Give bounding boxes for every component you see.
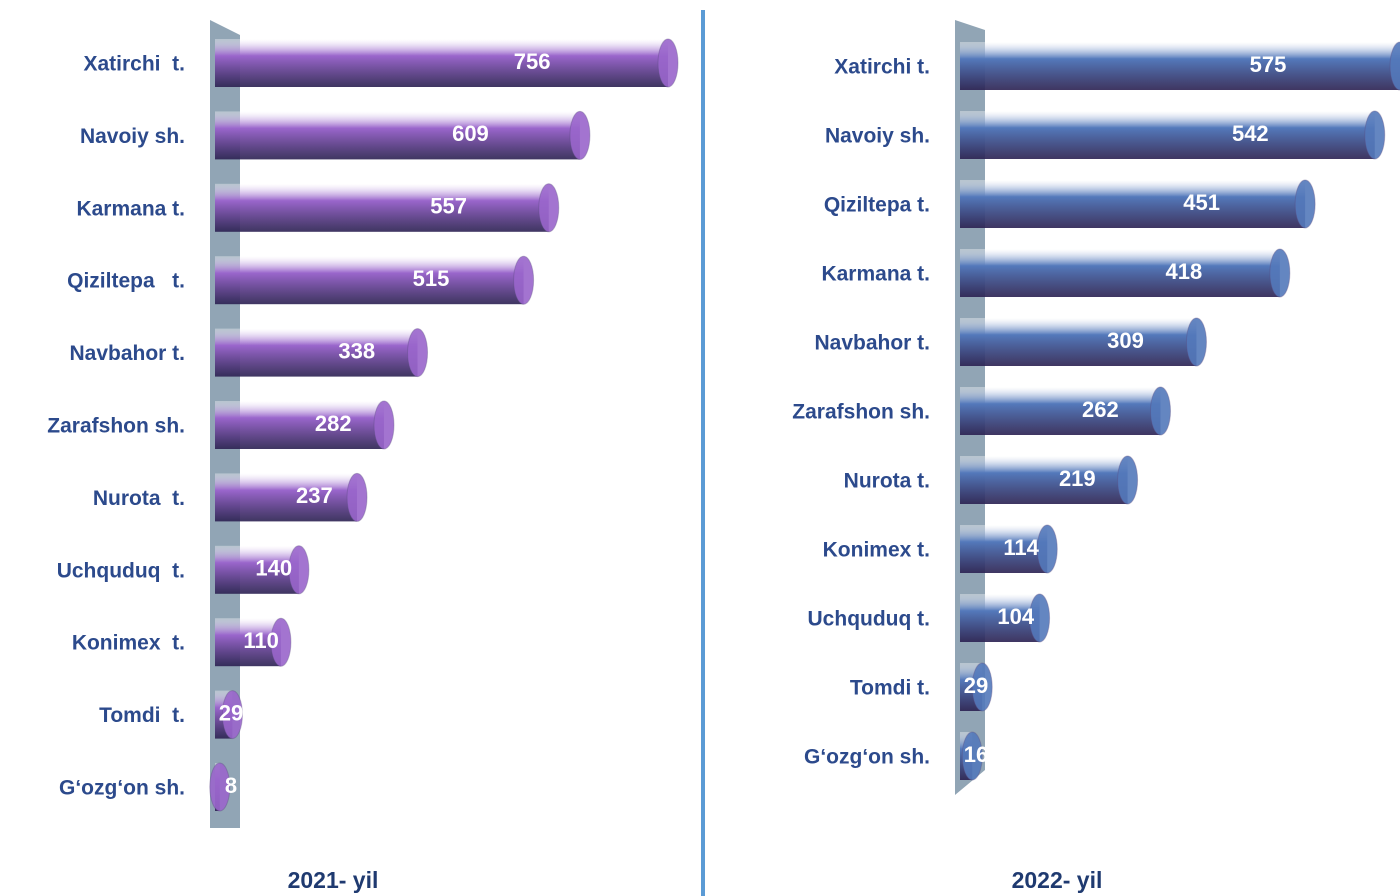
- category-label: Zarafshon sh.: [47, 415, 185, 438]
- value-label: 609: [452, 121, 489, 146]
- category-label: Nurota t.: [93, 487, 185, 510]
- bar-cap: [270, 617, 292, 667]
- value-label: 110: [243, 628, 279, 653]
- category-label: Zarafshon sh.: [792, 401, 930, 424]
- bar-cap: [1029, 593, 1051, 643]
- bar-cap: [1185, 317, 1207, 367]
- category-label: Uchquduq t.: [808, 608, 930, 631]
- category-label: Karmana t.: [76, 197, 185, 220]
- category-label: Xatirchi t.: [83, 53, 185, 76]
- value-label: 262: [1082, 397, 1119, 422]
- value-label: 542: [1232, 121, 1269, 146]
- bar-cap: [961, 731, 983, 781]
- bar-cap: [1149, 386, 1171, 436]
- bar: [960, 249, 1280, 297]
- category-label: Karmana t.: [821, 263, 930, 286]
- bar-cap: [1269, 248, 1291, 298]
- bar-cap: [346, 472, 368, 522]
- bar: [960, 111, 1375, 159]
- bar-cap: [971, 662, 993, 712]
- chart-title: 2022- yil: [1012, 867, 1103, 893]
- category-label: G‘ozg‘on sh.: [804, 746, 930, 769]
- bar-cap: [513, 255, 535, 305]
- value-label: 237: [296, 483, 333, 508]
- bar: [960, 180, 1306, 228]
- value-label: 104: [997, 604, 1034, 629]
- bar-cap: [1294, 179, 1316, 229]
- value-label: 309: [1107, 328, 1144, 353]
- bar: [215, 183, 549, 232]
- category-label: Konimex t.: [72, 632, 185, 655]
- category-label: Tomdi t.: [850, 677, 930, 700]
- bar: [960, 387, 1161, 435]
- bar: [215, 328, 418, 377]
- bar: [215, 473, 358, 522]
- bar: [215, 618, 281, 667]
- bar-cap: [221, 690, 243, 740]
- bar: [215, 39, 668, 87]
- value-label: 756: [514, 49, 551, 74]
- value-label: 418: [1166, 259, 1203, 284]
- value-label: 8: [225, 773, 237, 798]
- bar: [215, 545, 299, 594]
- bar: [960, 42, 1400, 90]
- bar-cap: [209, 762, 231, 812]
- value-label: 451: [1183, 190, 1220, 215]
- bar-cap: [1117, 455, 1139, 505]
- value-label: 557: [430, 194, 467, 219]
- category-label: Qiziltepa t.: [67, 270, 185, 293]
- value-label: 338: [338, 338, 375, 363]
- bar: [960, 318, 1197, 366]
- value-label: 515: [413, 266, 450, 291]
- category-label: Navoiy sh.: [80, 125, 185, 148]
- chart-title: 2021- yil: [288, 867, 379, 893]
- bar-cap: [373, 400, 395, 450]
- category-label: Qiziltepa t.: [824, 194, 930, 217]
- category-label: Navbahor t.: [69, 342, 185, 365]
- category-label: Uchquduq t.: [57, 559, 185, 582]
- bar-cap: [538, 183, 560, 233]
- bar-cap: [1389, 41, 1400, 91]
- bar: [215, 111, 580, 160]
- value-label: 29: [964, 673, 988, 698]
- value-label: 140: [255, 556, 292, 581]
- bar-cap: [1364, 110, 1386, 160]
- bar: [215, 401, 384, 449]
- bar: [960, 456, 1128, 504]
- bar-cap: [657, 38, 679, 88]
- value-label: 114: [1003, 535, 1039, 560]
- bar-cap: [407, 328, 429, 378]
- value-label: 219: [1059, 466, 1096, 491]
- bar: [215, 256, 524, 305]
- category-label: Navbahor t.: [814, 332, 930, 355]
- category-label: Tomdi t.: [99, 704, 185, 727]
- bar: [960, 525, 1048, 573]
- value-label: 29: [219, 700, 243, 725]
- value-label: 575: [1250, 52, 1287, 77]
- category-label: Konimex t.: [823, 539, 930, 562]
- value-label: 282: [315, 411, 352, 436]
- category-label: G‘ozg‘on sh.: [59, 777, 185, 800]
- category-label: Nurota t.: [844, 470, 930, 493]
- value-label: 16: [964, 742, 988, 767]
- bar: [960, 594, 1040, 642]
- category-label: Xatirchi t.: [834, 56, 930, 79]
- bar-cap: [569, 110, 591, 160]
- category-label: Navoiy sh.: [825, 125, 930, 148]
- bar-cap: [1036, 524, 1058, 574]
- bar-cap: [288, 545, 310, 595]
